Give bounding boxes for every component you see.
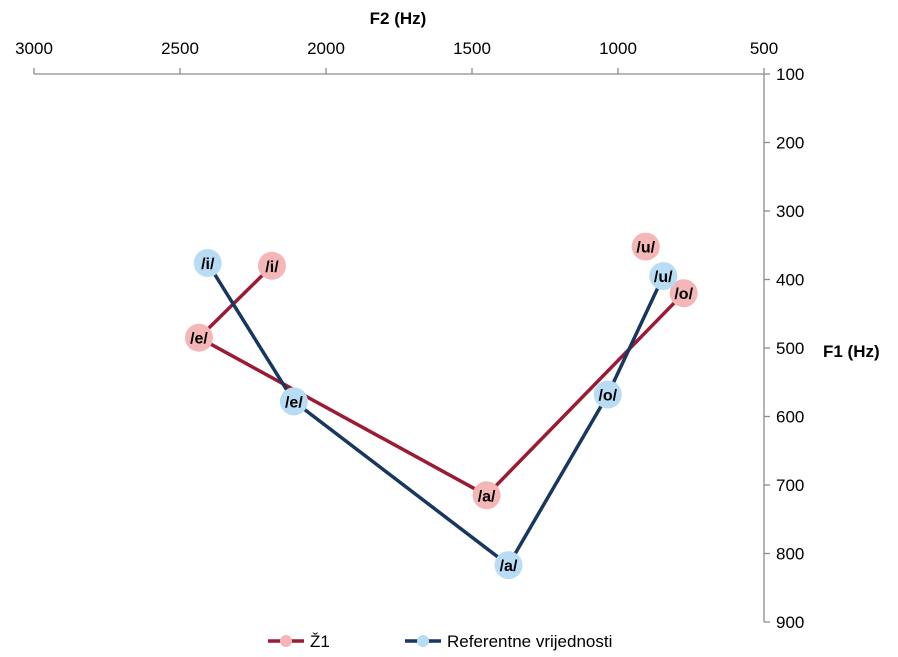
x-tick-label: 2000	[307, 39, 345, 58]
data-point-label: /u/	[654, 269, 673, 286]
series-points: /i//e//a//o//u//i//e//a//o//u/	[184, 232, 698, 580]
series-lines	[197, 262, 685, 567]
series-line-1	[206, 262, 665, 567]
data-point-marker	[472, 481, 501, 510]
y-tick-label: 900	[776, 613, 804, 632]
data-point-marker	[257, 251, 286, 280]
y-tick-label: 300	[776, 202, 804, 221]
data-point-label: /u/	[636, 240, 655, 257]
data-point-marker	[494, 551, 523, 580]
y-tick-label: 200	[776, 134, 804, 153]
x-axis-title: F2 (Hz)	[370, 9, 427, 28]
x-tick-label: 3000	[15, 39, 53, 58]
y-tick-label: 500	[776, 339, 804, 358]
data-point-label: /i/	[201, 256, 215, 273]
data-point-marker	[631, 232, 660, 261]
x-tick-label: 500	[750, 39, 778, 58]
y-tick-label: 400	[776, 271, 804, 290]
x-axis-ticks: 3000 2500 2000 1500 1000 500	[15, 39, 778, 74]
y-axis-title: F1 (Hz)	[823, 342, 880, 361]
legend-label-1: Referentne vrijednosti	[447, 632, 612, 651]
x-tick-label: 1500	[453, 39, 491, 58]
data-point-label: /o/	[598, 388, 617, 405]
data-point-label: /i/	[265, 259, 279, 276]
y-tick-label: 100	[776, 65, 804, 84]
y-axis-ticks: 100 200 300 400 500 600 700 800 900	[764, 65, 804, 632]
y-tick-label: 800	[776, 545, 804, 564]
data-point-marker	[184, 323, 213, 352]
data-point-marker	[193, 249, 222, 278]
legend-marker-1	[417, 635, 429, 647]
data-point-marker	[669, 279, 698, 308]
data-point-label: /a/	[500, 558, 518, 575]
data-point-label: /e/	[190, 331, 208, 348]
legend: Ž1 Referentne vrijednosti	[268, 632, 612, 651]
x-tick-label: 2500	[161, 39, 199, 58]
data-point-marker	[649, 262, 678, 291]
y-tick-label: 700	[776, 476, 804, 495]
data-point-label: /o/	[674, 286, 693, 303]
data-point-label: /a/	[478, 488, 496, 505]
legend-marker-0	[280, 635, 292, 647]
data-point-label: /e/	[285, 394, 303, 411]
y-tick-label: 600	[776, 408, 804, 427]
legend-label-0: Ž1	[310, 632, 330, 651]
series-line-0	[197, 264, 685, 498]
data-point-marker	[279, 387, 308, 416]
x-tick-label: 1000	[599, 39, 637, 58]
data-point-marker	[593, 380, 622, 409]
